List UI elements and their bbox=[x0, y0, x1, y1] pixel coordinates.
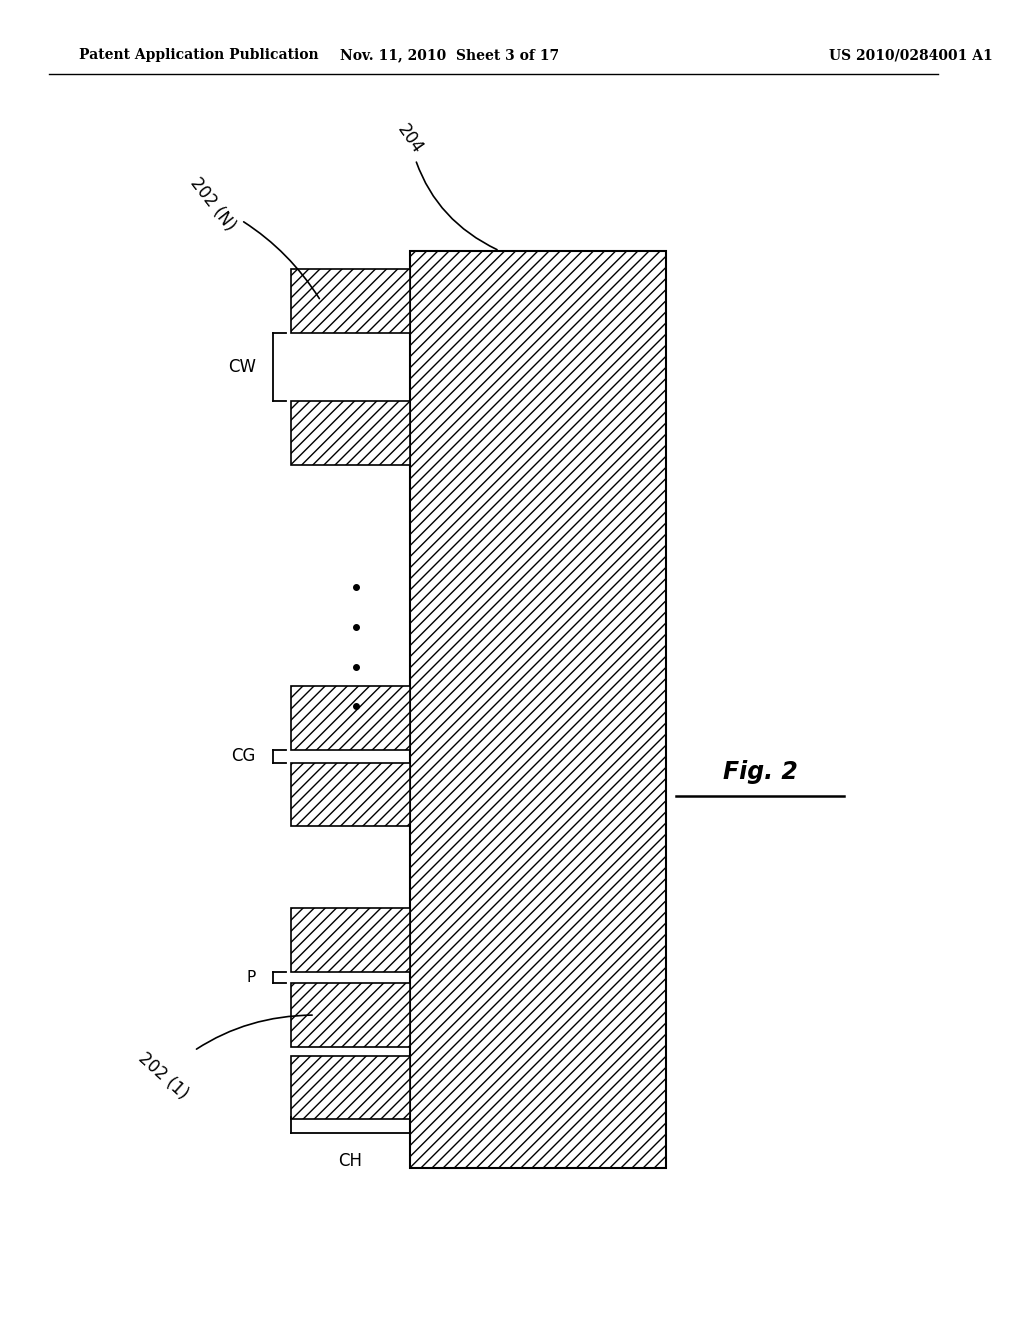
Text: Nov. 11, 2010  Sheet 3 of 17: Nov. 11, 2010 Sheet 3 of 17 bbox=[340, 49, 559, 62]
Text: US 2010/0284001 A1: US 2010/0284001 A1 bbox=[829, 49, 993, 62]
Text: CG: CG bbox=[231, 747, 256, 766]
Bar bbox=[291, 908, 410, 972]
Text: Patent Application Publication: Patent Application Publication bbox=[79, 49, 318, 62]
Text: 204: 204 bbox=[393, 120, 497, 249]
Bar bbox=[291, 983, 410, 1047]
Bar bbox=[291, 686, 410, 750]
Bar bbox=[410, 251, 667, 1168]
Text: Fig. 2: Fig. 2 bbox=[723, 760, 798, 784]
Text: 202 (1): 202 (1) bbox=[134, 1015, 312, 1102]
Text: CH: CH bbox=[339, 1152, 362, 1171]
Text: CW: CW bbox=[227, 358, 256, 376]
Bar bbox=[291, 269, 410, 333]
Text: 202 (N): 202 (N) bbox=[186, 174, 319, 298]
Bar bbox=[291, 401, 410, 465]
Bar bbox=[291, 763, 410, 826]
Text: P: P bbox=[247, 970, 256, 985]
Bar bbox=[291, 1056, 410, 1119]
